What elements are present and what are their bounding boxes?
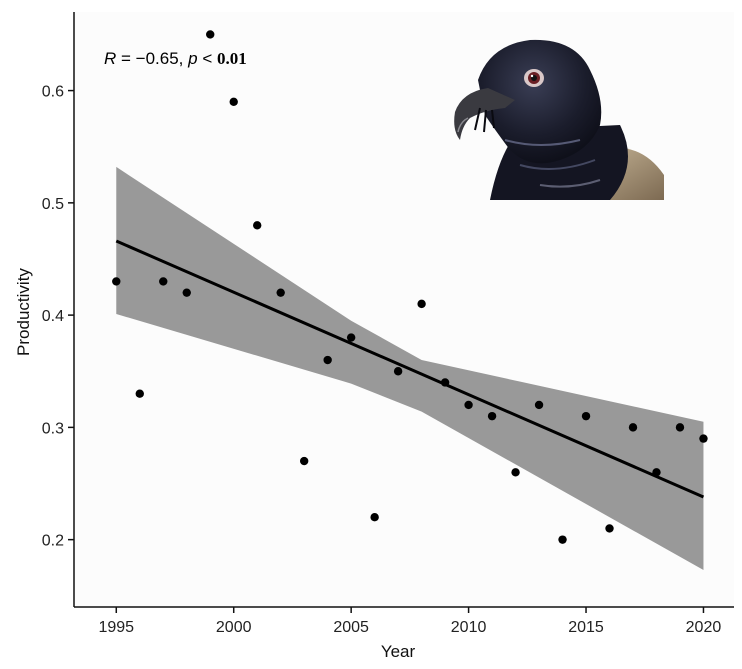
bearded-vulture-icon [454,39,664,200]
y-ticks: 0.2 0.3 0.4 0.5 0.6 [42,84,74,550]
data-point [440,378,450,387]
correlation-annotation: R = −0.65, p < 0.01 [104,49,247,68]
data-point [299,456,309,466]
data-point [534,400,544,410]
x-ticks: 1995 2000 2005 2010 2015 2020 [98,607,721,636]
y-tick-label: 0.4 [42,308,64,325]
x-tick-label: 2010 [451,619,487,636]
x-axis-title: Year [381,642,416,661]
y-tick-label: 0.6 [42,84,64,101]
x-tick-label: 1995 [98,619,134,636]
r-symbol: R [104,49,116,68]
data-point [511,468,520,477]
data-point [112,277,121,286]
data-point [135,389,144,398]
x-tick-label: 2015 [568,619,604,636]
data-point [652,468,661,477]
p-value: 0.01 [217,49,247,68]
data-point [346,333,356,342]
data-point [487,411,497,421]
x-tick-label: 2005 [333,619,369,636]
x-tick-label: 2000 [216,619,252,636]
p-symbol: p [187,49,197,68]
data-point [605,524,614,533]
data-point [182,288,191,297]
data-point [159,277,168,286]
fit-line-layer [115,239,705,499]
data-points-layer [112,30,708,544]
y-axis-title: Productivity [14,268,33,356]
data-point [464,400,473,410]
data-point [417,299,426,309]
data-point [699,434,708,443]
data-point [393,367,403,376]
data-point [323,355,332,365]
y-tick-label: 0.2 [42,533,64,550]
r-value-text: = −0.65, [116,49,188,68]
x-tick-label: 2020 [686,619,722,636]
p-operator: < [198,49,217,68]
data-point [276,288,285,297]
data-point [253,221,262,230]
data-point [558,535,567,544]
data-point [370,512,379,522]
regression-line [115,239,705,499]
y-tick-label: 0.3 [42,420,64,437]
data-point [675,423,685,432]
data-point [628,423,638,432]
data-point [581,411,591,421]
data-point [206,30,215,39]
y-tick-label: 0.5 [42,196,64,213]
data-point [229,97,238,107]
